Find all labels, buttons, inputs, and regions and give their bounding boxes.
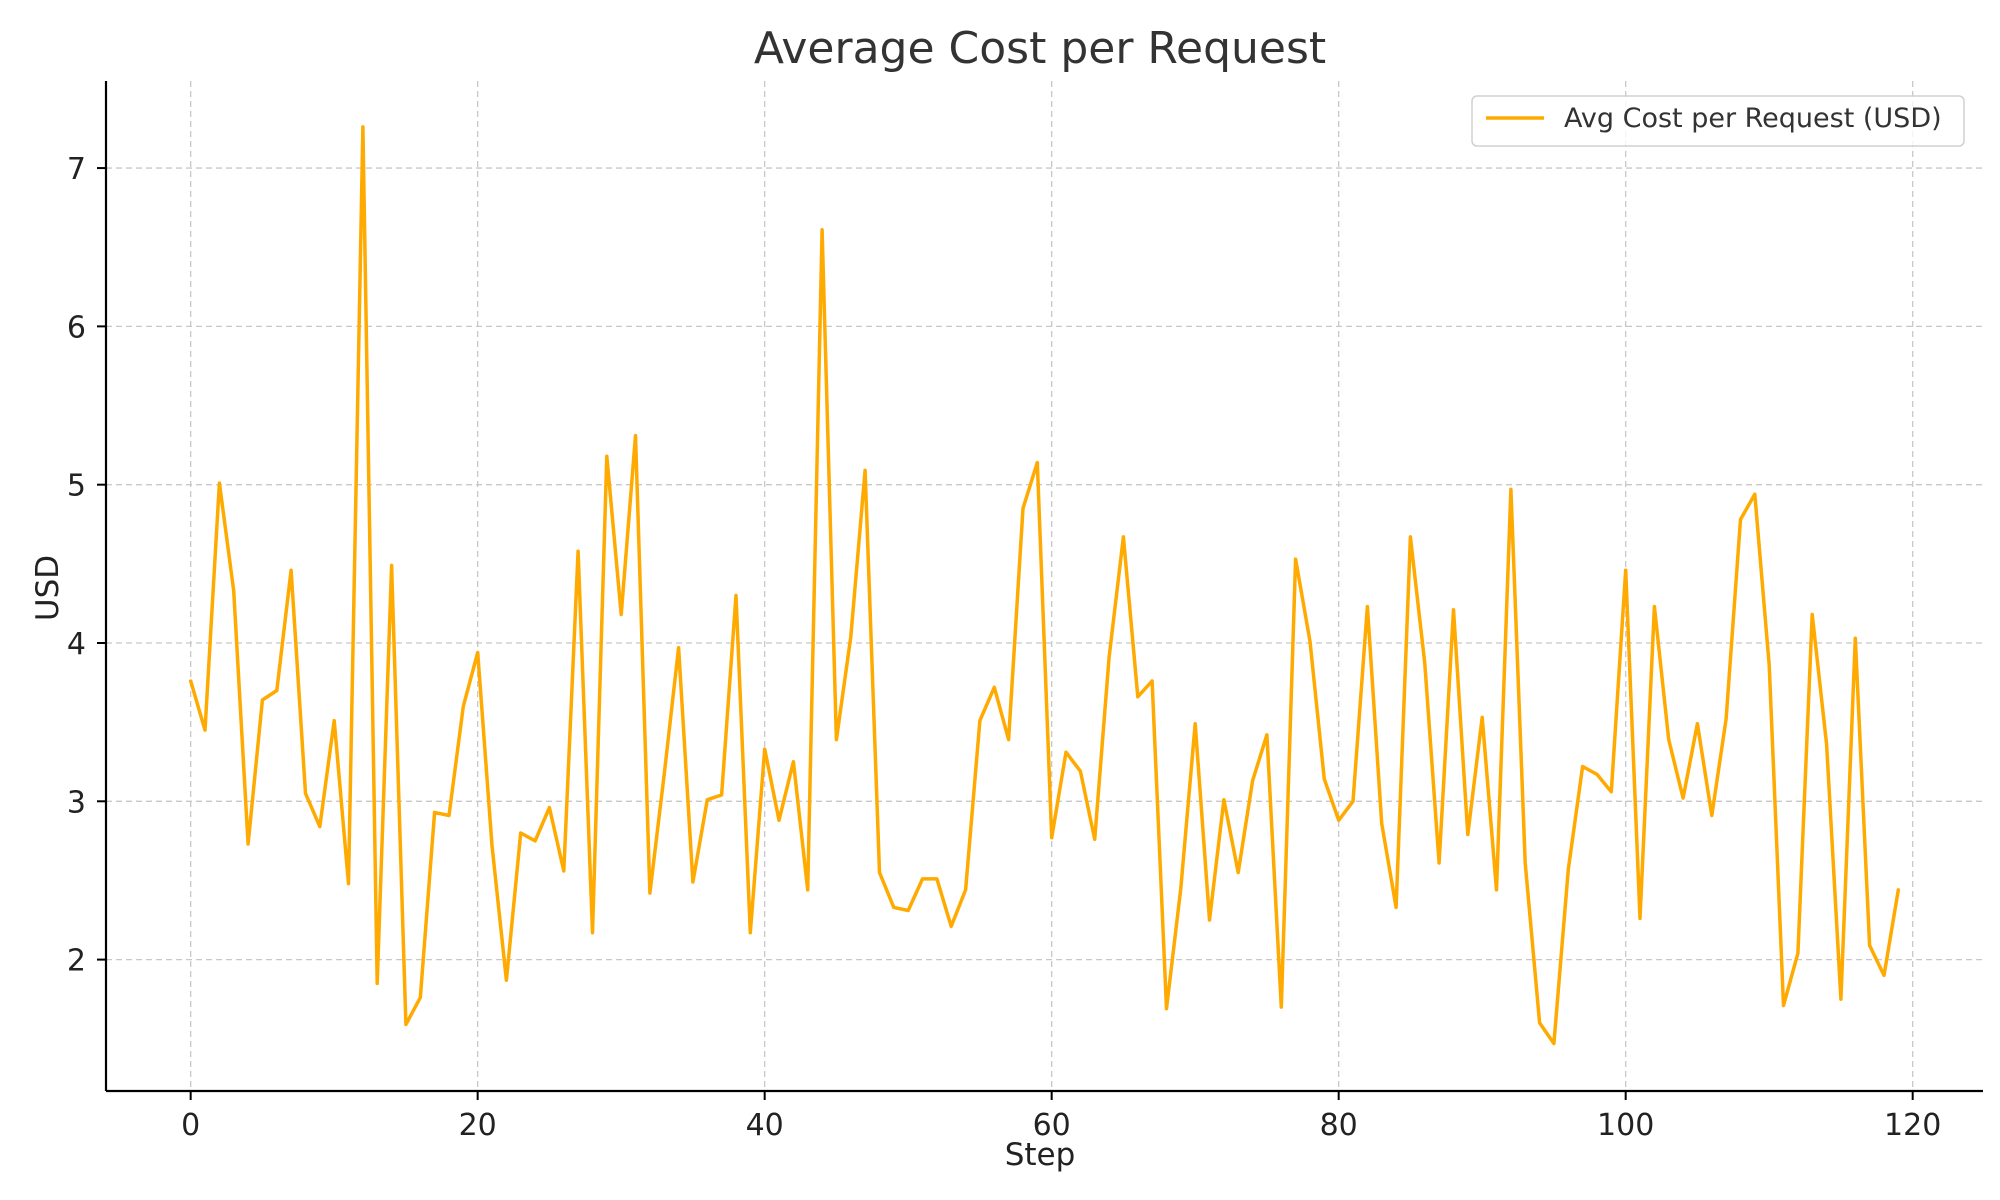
- x-axis-label: Step: [1005, 1137, 1076, 1173]
- y-tick-label: 4: [67, 627, 86, 662]
- legend-label: Avg Cost per Request (USD): [1564, 103, 1942, 134]
- y-tick-label: 6: [67, 310, 86, 345]
- y-tick-label: 3: [67, 785, 86, 820]
- legend-box: [1471, 95, 1965, 147]
- series-layer: [188, 125, 1901, 1046]
- x-tick-label: 20: [459, 1108, 497, 1143]
- series-line: [188, 125, 1901, 1046]
- x-tick-label: 80: [1320, 1108, 1358, 1143]
- legend: Avg Cost per Request (USD): [1471, 95, 1965, 147]
- y-tick-label: 2: [67, 944, 86, 979]
- x-tick-label: 0: [181, 1108, 200, 1143]
- grid-lines: [106, 81, 1983, 1091]
- axes: [104, 81, 1983, 1093]
- y-tick-label: 7: [67, 152, 86, 187]
- y-axis-label: USD: [30, 555, 66, 621]
- x-tick-label: 120: [1884, 1108, 1941, 1143]
- x-tick-label: 100: [1597, 1108, 1654, 1143]
- y-tick-label: 5: [67, 469, 86, 504]
- chart-title: Average Cost per Request: [754, 23, 1326, 74]
- x-tick-label: 60: [1033, 1108, 1071, 1143]
- ticks: 0 20 40 60 80 100 120 2 3 4 5 6 7: [67, 152, 1941, 1143]
- x-tick-label: 40: [746, 1108, 784, 1143]
